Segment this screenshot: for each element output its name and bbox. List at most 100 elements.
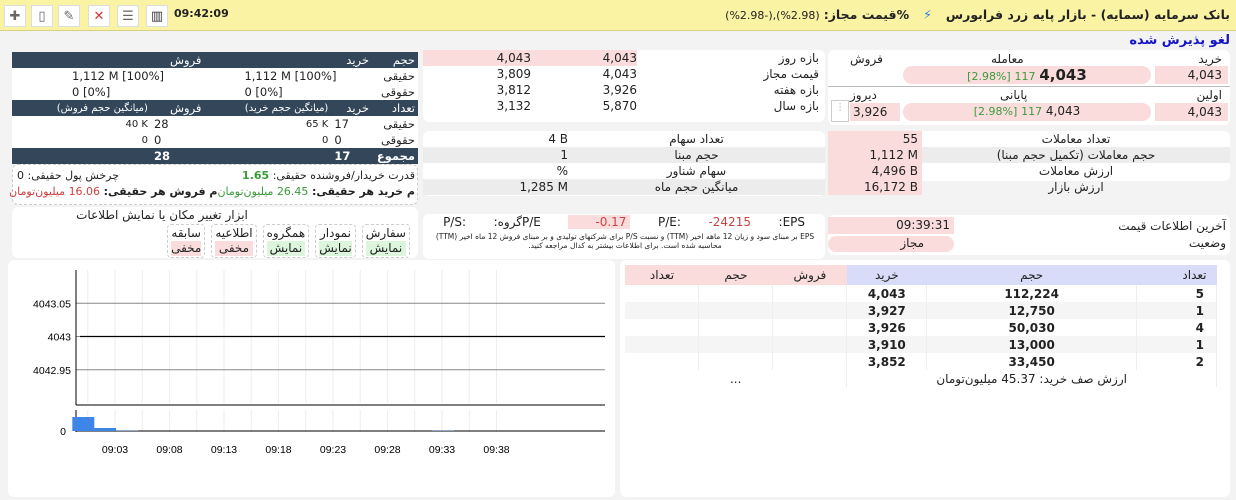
- buy-price: 4,043: [1155, 66, 1228, 84]
- range-low: 4,043: [423, 50, 531, 66]
- range-low: 3,132: [423, 98, 531, 114]
- power-value: 1.65: [242, 169, 269, 182]
- buy-volume: 0 [0%]: [204, 84, 372, 100]
- sell-avg: 0: [12, 132, 151, 148]
- ps-label: P/S:: [443, 215, 466, 229]
- row-label: حقیقی: [372, 68, 418, 84]
- ob-cell: [773, 319, 847, 336]
- ob-cell: [699, 336, 773, 353]
- share-label: میانگین حجم ماه: [568, 179, 825, 195]
- plus-icon[interactable]: ✚: [4, 5, 26, 27]
- divider: [828, 86, 1230, 87]
- ob-header: فروش: [773, 265, 847, 285]
- ob-cell: 3,910: [847, 336, 927, 353]
- edit-icon[interactable]: ✎: [58, 5, 80, 27]
- buy-avg: 0: [204, 132, 331, 148]
- x-tick-label: 09:13: [211, 444, 237, 456]
- row-label: حقوقی: [372, 84, 418, 100]
- last-change: 117: [1015, 70, 1036, 83]
- list-icon[interactable]: ☰: [117, 5, 139, 27]
- buy-label: خرید: [1198, 52, 1222, 66]
- tool-state: نمایش: [267, 241, 306, 256]
- buy-avg: 65 K: [204, 116, 331, 132]
- stat-value: 16,172 B: [828, 179, 922, 195]
- volume-tick-label: 0: [60, 426, 66, 438]
- buy-queue-value: ارزش صف خرید: 45.37 میلیون‌تومان: [847, 370, 1217, 387]
- ob-header: حجم: [927, 265, 1137, 285]
- ob-cell: 3,852: [847, 353, 927, 370]
- close-label: پایانی: [1000, 88, 1027, 102]
- status-label: لغو پذیرش شده: [1129, 33, 1230, 48]
- clock: 09:42:09: [174, 7, 229, 20]
- share-label: سهام شناور: [568, 163, 825, 179]
- stat-label: تعداد معاملات: [922, 131, 1230, 147]
- last-info-time: 09:39:31: [828, 217, 954, 234]
- eps-label: EPS:: [779, 215, 805, 229]
- ob-cell: 33,450: [927, 353, 1137, 370]
- ob-cell: [699, 319, 773, 336]
- range-high: 4,043: [531, 50, 637, 66]
- stat-label: حجم معاملات (تکمیل حجم مبنا): [922, 147, 1230, 163]
- stat-row: حجم معاملات (تکمیل حجم مبنا)1,112 M: [828, 147, 1230, 163]
- tool-state: نمایش: [366, 241, 406, 256]
- ob-cell: 1: [1137, 302, 1217, 319]
- settings-sliders-icon[interactable]: ⫶: [831, 100, 849, 122]
- sell-volume: 1,112 M [100%]: [12, 68, 204, 84]
- header-sell: فروش: [151, 100, 205, 116]
- range-label: بازه روز: [637, 50, 825, 66]
- header-buy-avg: (میانگین حجم خرید): [204, 100, 331, 116]
- sell-label: فروش: [850, 52, 883, 66]
- ob-cell: 1: [1137, 336, 1217, 353]
- top-bar: ✚ ▯ ✎ ✕ ☰ ▥ 09:42:09 بانک سرمایه (سمایه)…: [0, 0, 1236, 31]
- last-info: آخرین اطلاعات قیمت 09:39:31 وضعیت مجاز: [828, 215, 1230, 255]
- sell-avg: 40 K: [12, 116, 151, 132]
- ob-cell: 112,224: [927, 285, 1137, 302]
- tools-icon[interactable]: ✕: [88, 5, 110, 27]
- ob-cell: [625, 302, 699, 319]
- prev-price: 3,926: [850, 103, 900, 121]
- header-sell-avg: (میانگین حجم فروش): [12, 100, 151, 116]
- range-high: 5,870: [531, 98, 637, 114]
- row-label: حقیقی: [372, 116, 418, 132]
- first-label: اولین: [1196, 88, 1222, 102]
- last-price: 4,043: [1039, 66, 1086, 84]
- lightning-icon: ⚡: [923, 7, 932, 22]
- allowed-price-label: %قیمت مجاز:: [824, 7, 909, 22]
- buy-count: 17: [331, 116, 372, 132]
- allowed-price-value: (2.98%),(-2.98%): [725, 9, 820, 22]
- header-sell: فروش: [151, 52, 205, 68]
- range-label: بازه سال: [637, 98, 825, 114]
- document-icon[interactable]: ▯: [31, 5, 53, 27]
- stat-value: 55: [828, 131, 922, 147]
- chart-bars-icon[interactable]: ▥: [146, 5, 168, 27]
- ob-cell: [699, 353, 773, 370]
- state-label: وضعیت: [1189, 236, 1226, 250]
- row-label: حقوقی: [372, 132, 418, 148]
- eps-value: -24215: [708, 215, 751, 229]
- close-pct: [2.98%]: [974, 105, 1018, 118]
- tool-state: مخفی: [215, 241, 252, 256]
- ob-header: حجم: [699, 265, 773, 285]
- ob-cell: 50,030: [927, 319, 1137, 336]
- ob-cell: 13,000: [927, 336, 1137, 353]
